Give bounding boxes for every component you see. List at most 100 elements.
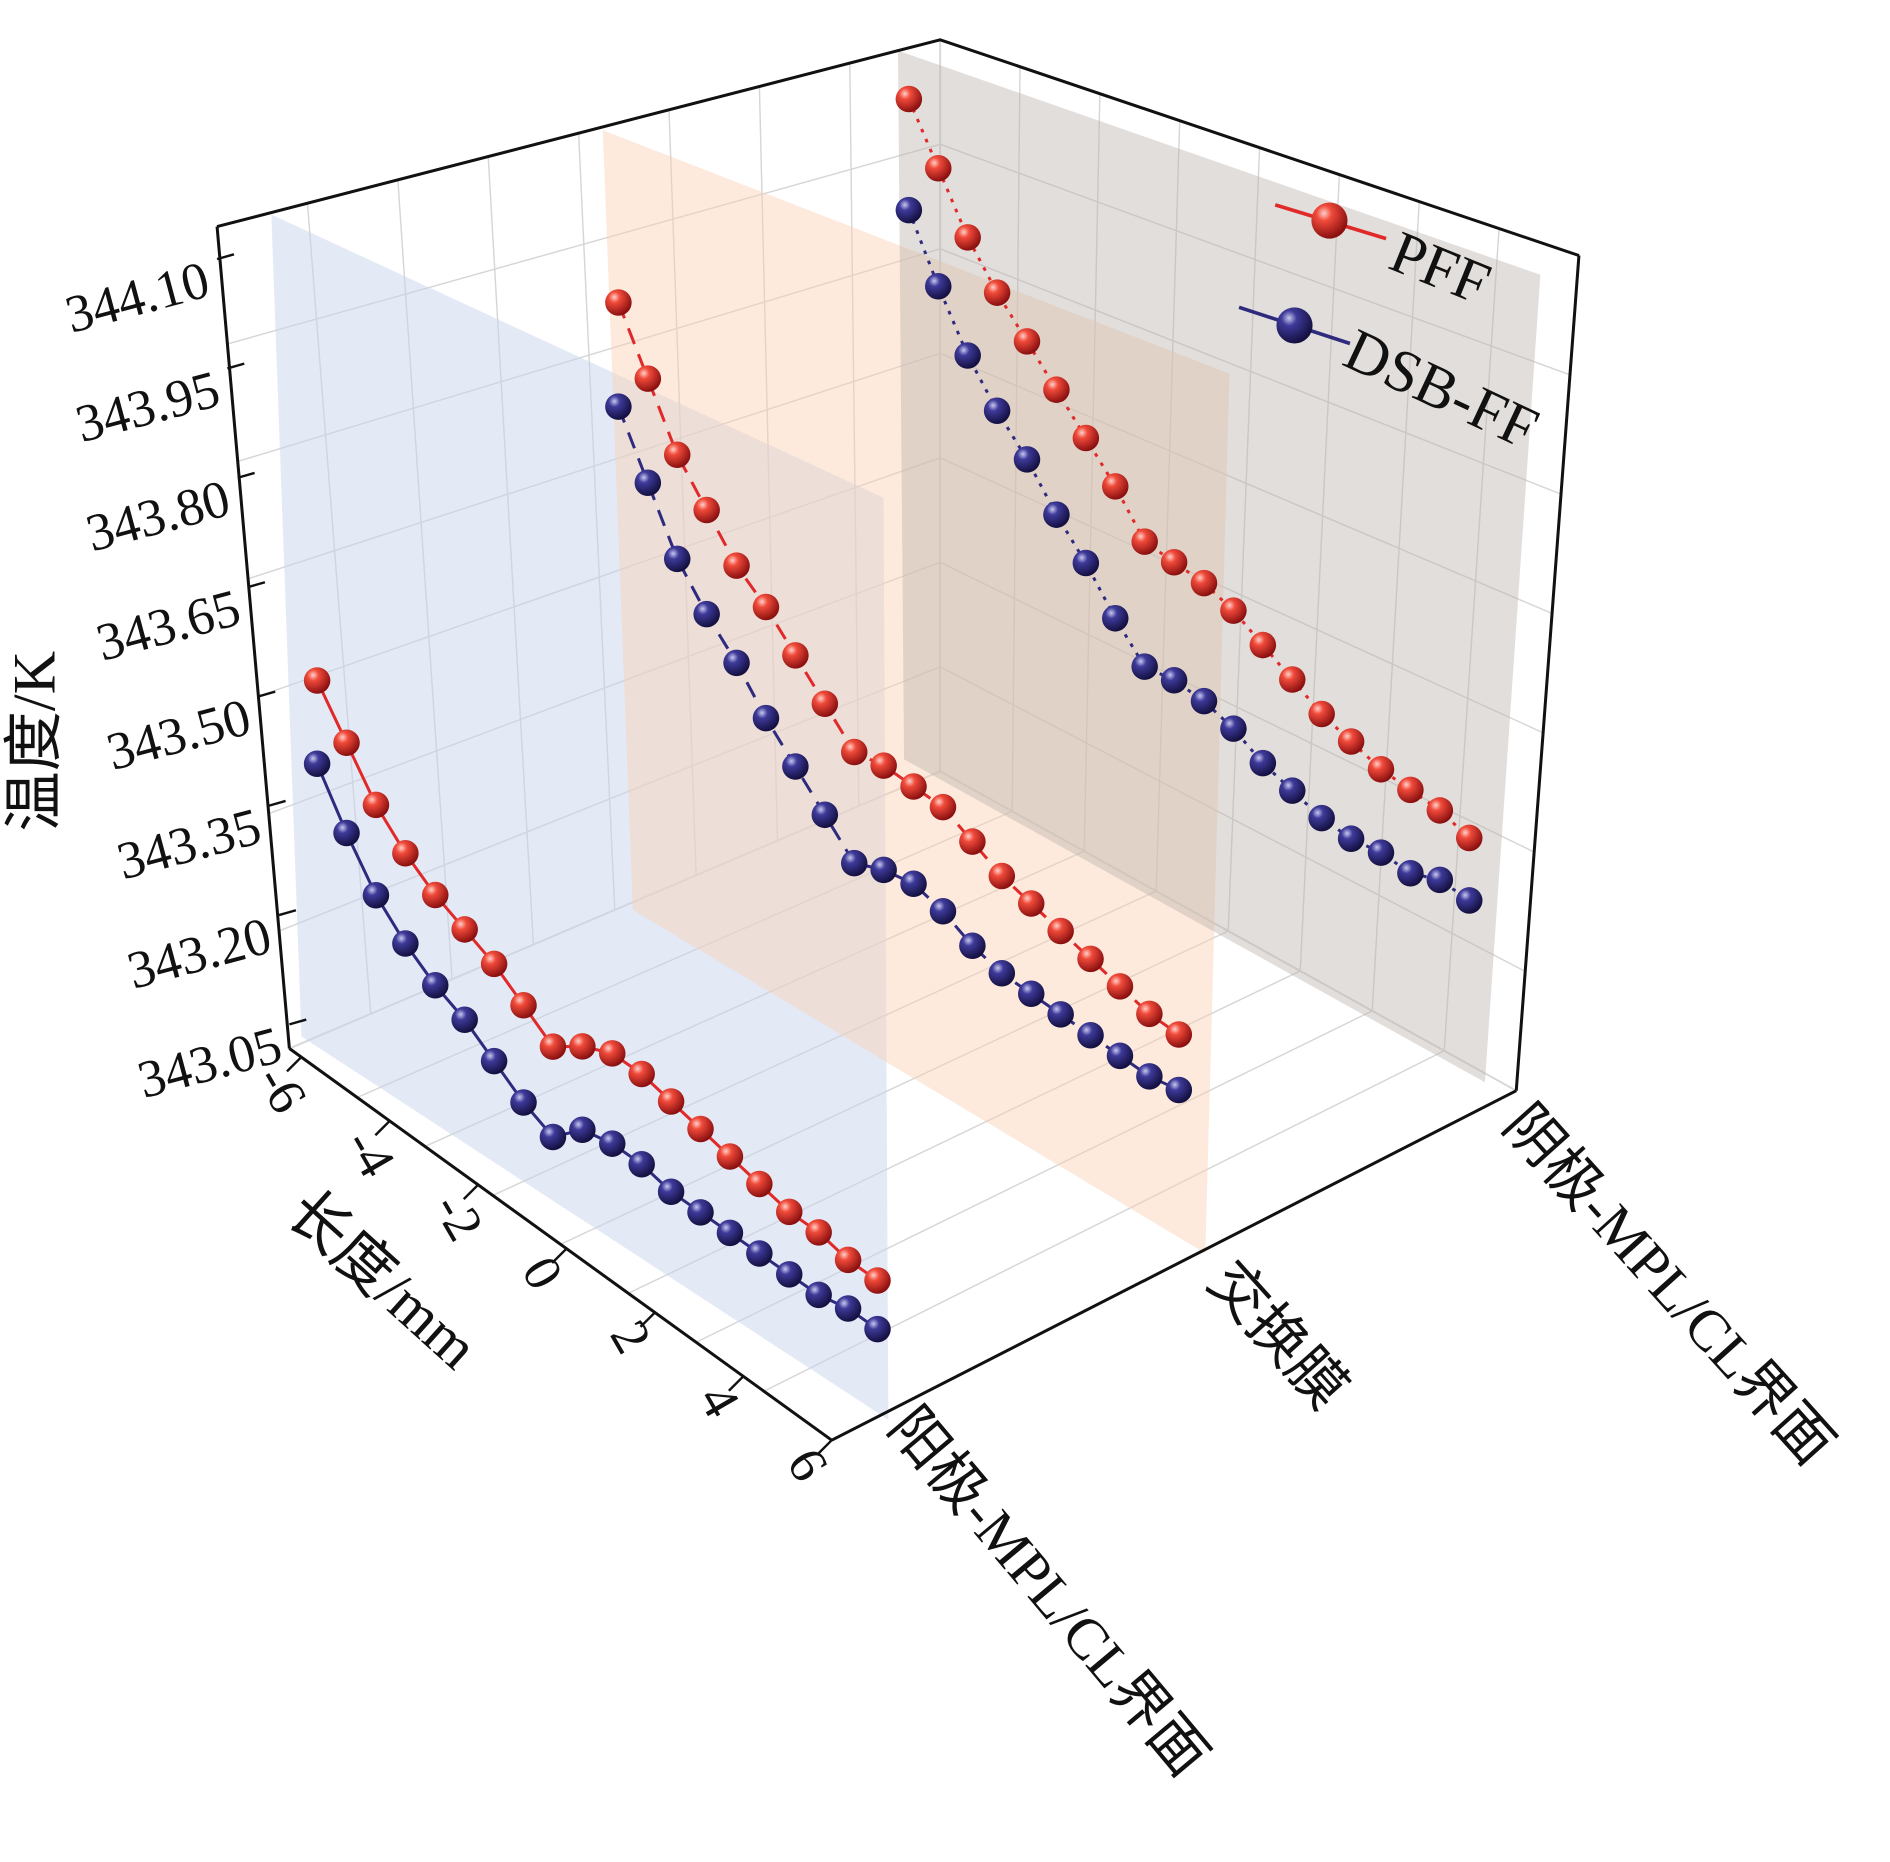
- data-point: [983, 397, 1011, 424]
- y-tick-mark: [258, 690, 276, 698]
- data-point: [1165, 1076, 1193, 1104]
- data-point: [834, 1295, 862, 1322]
- data-point: [1220, 597, 1247, 624]
- data-point: [539, 1033, 567, 1060]
- gridline: [1083, 93, 1101, 852]
- data-point: [870, 856, 897, 884]
- x-axis: [288, 1047, 833, 1442]
- y-tick-mark: [268, 799, 286, 807]
- data-point: [983, 279, 1011, 306]
- data-point: [864, 1315, 891, 1343]
- data-point: [333, 729, 360, 756]
- data-point: [900, 773, 927, 800]
- data-point: [1308, 700, 1335, 728]
- data-point: [900, 870, 927, 898]
- x-tick-label: -2: [422, 1183, 494, 1250]
- data-point: [1397, 859, 1424, 887]
- y-tick-label: 343.80: [80, 469, 236, 563]
- x-tick-mark: [728, 1375, 745, 1392]
- y-tick-label: 343.95: [70, 360, 226, 454]
- data-point: [1308, 804, 1335, 832]
- data-point: [782, 753, 809, 780]
- series-layer: [303, 85, 1483, 1343]
- data-point: [657, 1088, 685, 1115]
- y-tick-mark: [216, 253, 235, 261]
- x-tick-mark: [462, 1183, 480, 1201]
- data-point: [752, 704, 780, 732]
- data-point: [510, 992, 537, 1019]
- data-point: [716, 1143, 744, 1170]
- membrane-plane: [602, 130, 1230, 1254]
- data-point: [752, 593, 780, 621]
- top-edge: [216, 38, 1580, 257]
- y-tick-mark: [237, 471, 255, 479]
- data-point: [1047, 917, 1074, 945]
- data-point: [333, 819, 360, 847]
- data-point: [1136, 1000, 1163, 1028]
- data-point: [1072, 549, 1100, 577]
- y-tick-mark: [278, 909, 297, 917]
- data-point: [1017, 890, 1045, 917]
- x-tick-mark: [816, 1439, 833, 1456]
- data-point: [605, 393, 632, 420]
- data-point: [723, 649, 750, 677]
- data-point: [1367, 756, 1395, 783]
- y-tick-mark: [247, 581, 266, 589]
- data-point: [598, 1040, 626, 1067]
- series-pff-0: [303, 667, 891, 1294]
- legend-marker-pff: [1311, 202, 1348, 239]
- data-point: [925, 154, 952, 182]
- data-point: [775, 1198, 803, 1226]
- data-point: [840, 849, 868, 877]
- data-point: [1131, 528, 1158, 555]
- data-point: [451, 916, 478, 943]
- data-point: [925, 273, 952, 300]
- data-point: [693, 496, 720, 524]
- data-point: [634, 365, 662, 392]
- data-point: [1160, 548, 1188, 576]
- data-point: [929, 898, 957, 925]
- y-tick-mark: [227, 362, 245, 370]
- data-point: [693, 600, 720, 628]
- data-point: [1455, 824, 1483, 852]
- data-point: [1165, 1021, 1193, 1048]
- data-point: [870, 752, 897, 779]
- data-point: [805, 1219, 832, 1246]
- data-point: [840, 738, 868, 766]
- data-point: [1220, 715, 1247, 742]
- data-point: [954, 224, 981, 251]
- data-point: [663, 441, 691, 468]
- y-tick-mark: [289, 1018, 307, 1026]
- y-tick-label: 343.65: [91, 579, 247, 673]
- data-point: [1397, 776, 1424, 804]
- data-point: [811, 690, 839, 717]
- x-tick-mark: [639, 1311, 656, 1328]
- y-tick-label: 343.35: [111, 797, 267, 891]
- data-point: [1337, 825, 1365, 852]
- z-axis: [831, 1089, 1517, 1442]
- data-point: [1426, 866, 1454, 894]
- gridline: [1011, 66, 1021, 812]
- data-point: [746, 1170, 773, 1198]
- data-point: [1077, 945, 1104, 973]
- x-tick-label: -4: [334, 1120, 406, 1187]
- gridline: [1443, 228, 1500, 1051]
- data-point: [628, 1150, 655, 1178]
- data-point: [1249, 631, 1277, 659]
- data-point: [746, 1240, 773, 1267]
- data-point: [421, 881, 449, 909]
- y-axis-title: 温度/K: [1, 651, 68, 832]
- data-point: [569, 1033, 596, 1060]
- data-point: [775, 1261, 803, 1288]
- data-point: [1047, 1001, 1074, 1028]
- axes: [215, 38, 1581, 1442]
- data-point: [1043, 501, 1070, 528]
- y-tick-label: 344.10: [60, 251, 216, 345]
- data-point: [959, 932, 986, 959]
- data-point: [605, 289, 632, 316]
- data-point: [959, 828, 986, 855]
- z-category-cathode: 阴极-MPL/CL界面: [1491, 1092, 1847, 1477]
- data-point: [1279, 777, 1306, 804]
- x-tick-label: 2: [599, 1311, 662, 1363]
